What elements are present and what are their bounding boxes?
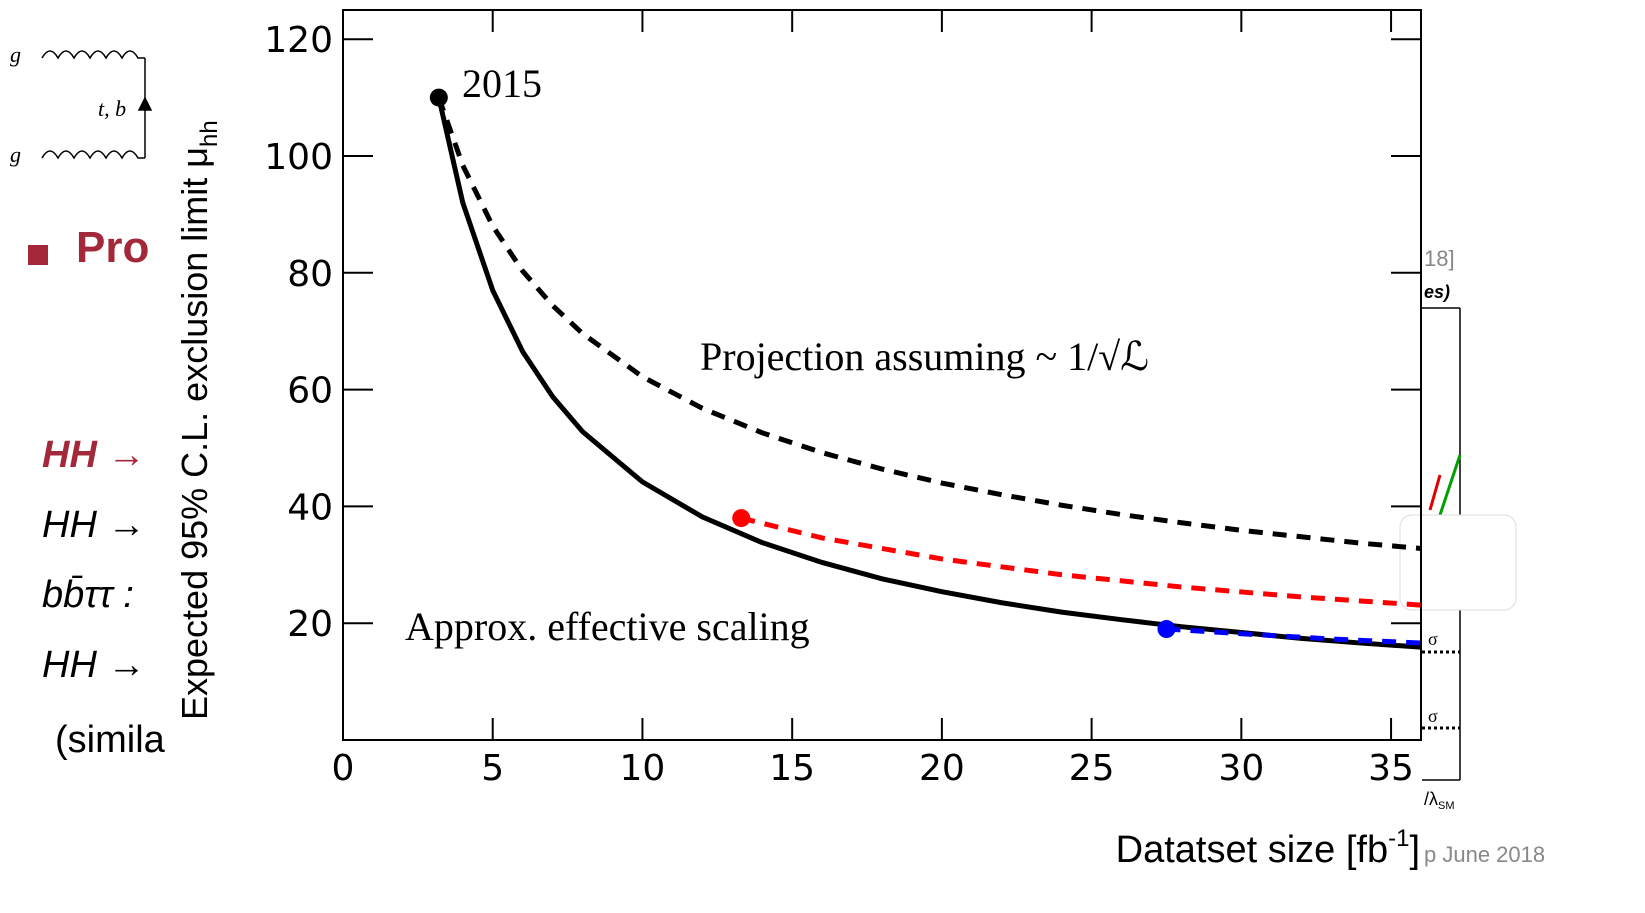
feynman-diagram	[41, 50, 153, 160]
footer-text: p June 2018	[1424, 842, 1545, 867]
annotation: Projection assuming ~ 1/√ℒ	[700, 334, 1149, 379]
marker	[1157, 620, 1176, 639]
bg-line: (simila	[55, 719, 166, 761]
fragment-text: es)	[1424, 282, 1450, 302]
x-tick-label: 35	[1368, 748, 1414, 789]
annotation: Approx. effective scaling	[405, 604, 810, 649]
bullet-text: Pro	[76, 223, 149, 272]
x-axis-label: ]	[1409, 829, 1420, 871]
y-tick-label: 20	[287, 604, 333, 645]
marker	[732, 509, 751, 528]
series-line	[436, 96, 1422, 551]
bullet-square	[28, 245, 48, 265]
popup-box	[1399, 514, 1517, 611]
bg-line: HH →	[42, 434, 145, 476]
y-tick-label: 120	[264, 20, 333, 61]
y-tick-label: 100	[264, 137, 333, 178]
plot-frame	[342, 9, 1422, 741]
bg-line: bb̄ττ :	[42, 574, 134, 616]
diagram-label: t, b	[98, 96, 126, 121]
series-line	[1166, 626, 1422, 646]
y-tick-label: 40	[287, 487, 333, 528]
x-tick-label: 15	[769, 748, 815, 789]
x-axis-label: Datatset size [fb	[1116, 829, 1388, 871]
x-tick-label: 0	[332, 748, 355, 789]
x-axis-label: -1	[1388, 825, 1409, 852]
annotation: 2015	[462, 61, 542, 106]
series-line	[436, 97, 1422, 650]
fragment-text: σ	[1428, 629, 1438, 649]
x-tick-label: 25	[1069, 748, 1115, 789]
marker	[429, 88, 448, 107]
fragment-text: 18]	[1424, 246, 1455, 271]
y-axis-label: hh	[196, 120, 223, 147]
diagram-label: g	[10, 142, 21, 167]
y-tick-label: 60	[287, 371, 333, 412]
y-axis-label: Expected 95% C.L. exclusion limit μ	[174, 147, 215, 720]
diagram-label: g	[10, 42, 21, 67]
fragment-text: σ	[1428, 706, 1438, 726]
x-tick-label: 10	[620, 748, 666, 789]
fragment-text: /λSM	[1424, 789, 1455, 812]
x-axis-label: Datatset size [fb-1]	[1116, 825, 1420, 871]
y-tick-label: 80	[287, 254, 333, 295]
fragment-text: /λ	[1424, 789, 1438, 809]
fragment-text: SM	[1438, 800, 1455, 812]
x-tick-label: 5	[481, 748, 504, 789]
bg-line: HH →	[42, 644, 145, 686]
series-line	[740, 515, 1422, 608]
bg-line: HH →	[42, 504, 145, 546]
y-axis-label: Expected 95% C.L. exclusion limit μhh	[174, 120, 223, 720]
x-tick-label: 30	[1218, 748, 1264, 789]
x-tick-label: 20	[919, 748, 965, 789]
